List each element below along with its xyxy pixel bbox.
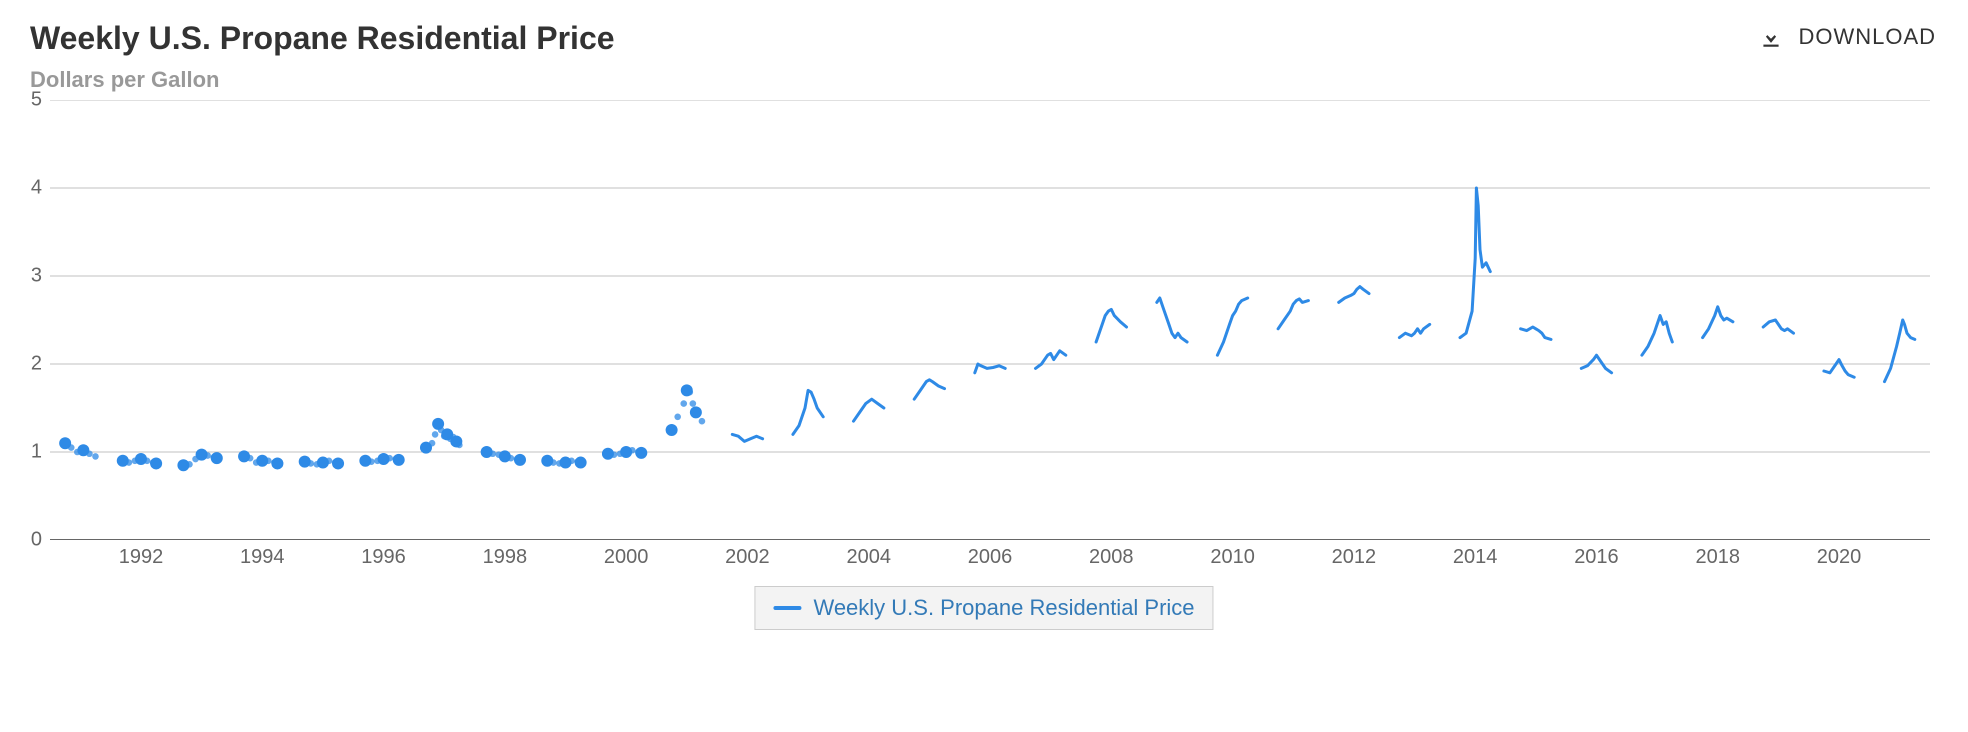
chart-title: Weekly U.S. Propane Residential Price <box>30 20 615 57</box>
x-tick-label: 2014 <box>1453 546 1498 569</box>
x-tick-label: 1994 <box>240 546 285 569</box>
chart-container: Weekly U.S. Propane Residential Price Do… <box>0 0 1968 732</box>
y-tick-label: 2 <box>31 353 42 376</box>
chart-legend: Weekly U.S. Propane Residential Price <box>754 586 1213 630</box>
chart-header: Weekly U.S. Propane Residential Price Do… <box>30 20 615 93</box>
y-tick-label: 0 <box>31 529 42 552</box>
x-tick-label: 1992 <box>119 546 164 569</box>
x-tick-label: 2008 <box>1089 546 1134 569</box>
x-tick-label: 2012 <box>1332 546 1377 569</box>
x-tick-label: 1998 <box>483 546 528 569</box>
y-tick-label: 3 <box>31 265 42 288</box>
x-tick-label: 2002 <box>725 546 770 569</box>
x-axis: 1992 1994 1996 1998 2000 2002 2004 2006 2008 2010… <box>50 540 1930 570</box>
legend-label: Weekly U.S. Propane Residential Price <box>813 595 1194 621</box>
y-tick-label: 1 <box>31 441 42 464</box>
download-button[interactable]: DOWNLOAD <box>1758 24 1936 50</box>
x-tick-label: 2000 <box>604 546 649 569</box>
x-tick-label: 2004 <box>846 546 891 569</box>
download-label: DOWNLOAD <box>1798 24 1936 50</box>
x-tick-label: 2016 <box>1574 546 1619 569</box>
chart-subtitle: Dollars per Gallon <box>30 67 615 93</box>
x-tick-label: 2020 <box>1817 546 1862 569</box>
chart-plot <box>50 100 1930 540</box>
y-tick-label: 4 <box>31 177 42 200</box>
legend-swatch <box>773 606 801 610</box>
x-tick-label: 2006 <box>968 546 1013 569</box>
y-axis: 012345 <box>0 100 50 540</box>
x-tick-label: 2018 <box>1695 546 1740 569</box>
x-tick-label: 2010 <box>1210 546 1255 569</box>
x-tick-label: 1996 <box>361 546 406 569</box>
download-icon <box>1758 24 1784 50</box>
y-tick-label: 5 <box>31 89 42 112</box>
